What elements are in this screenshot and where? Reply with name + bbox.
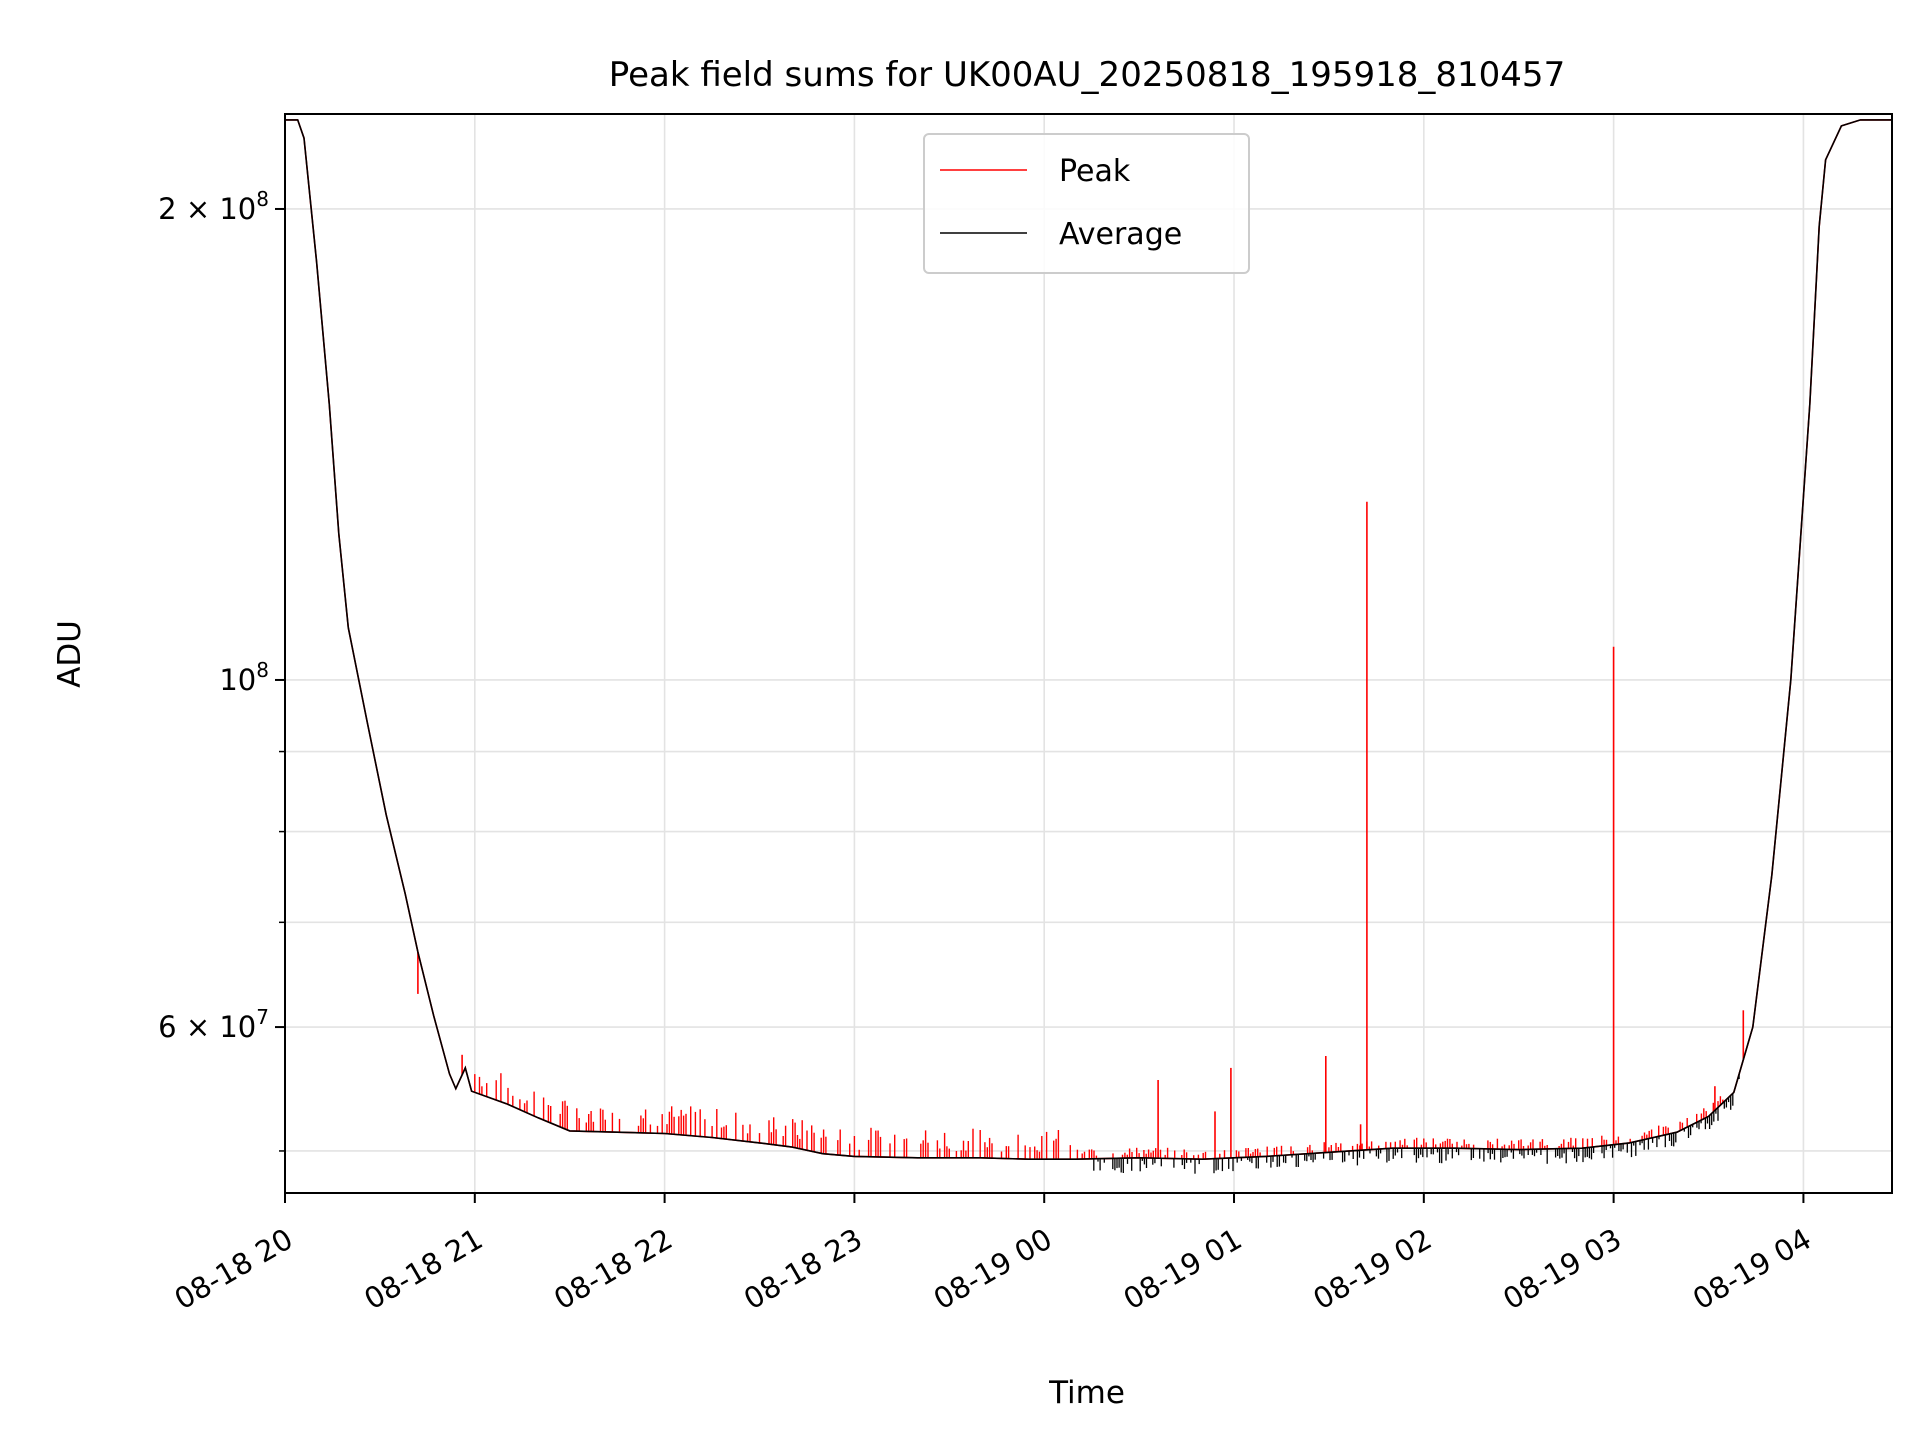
series-average: [285, 119, 1892, 1174]
legend-label-peak: Peak: [1059, 154, 1131, 189]
chart-title: Peak field sums for UK00AU_20250818_1959…: [609, 55, 1565, 95]
legend-label-average: Average: [1059, 217, 1182, 252]
legend-box: [923, 133, 1250, 274]
series-peak: [285, 119, 1892, 1161]
x-axis-label: Time: [1048, 1375, 1125, 1411]
y-tick-label: 108: [219, 658, 269, 697]
peak-noise: [474, 1073, 1724, 1160]
legend: Peak Average: [923, 133, 1250, 274]
y-axis-label: ADU: [52, 620, 88, 688]
y-tick-label: 2 × 108: [158, 187, 269, 226]
y-tick-label: 6 × 107: [158, 1005, 269, 1044]
y-axis: 2 × 108 108 6 × 107: [158, 187, 285, 1152]
axes-frame: [284, 113, 1893, 1194]
plot-area: [285, 119, 1892, 1174]
average-line: [285, 119, 1892, 1161]
average-noise: [1093, 1074, 1740, 1174]
